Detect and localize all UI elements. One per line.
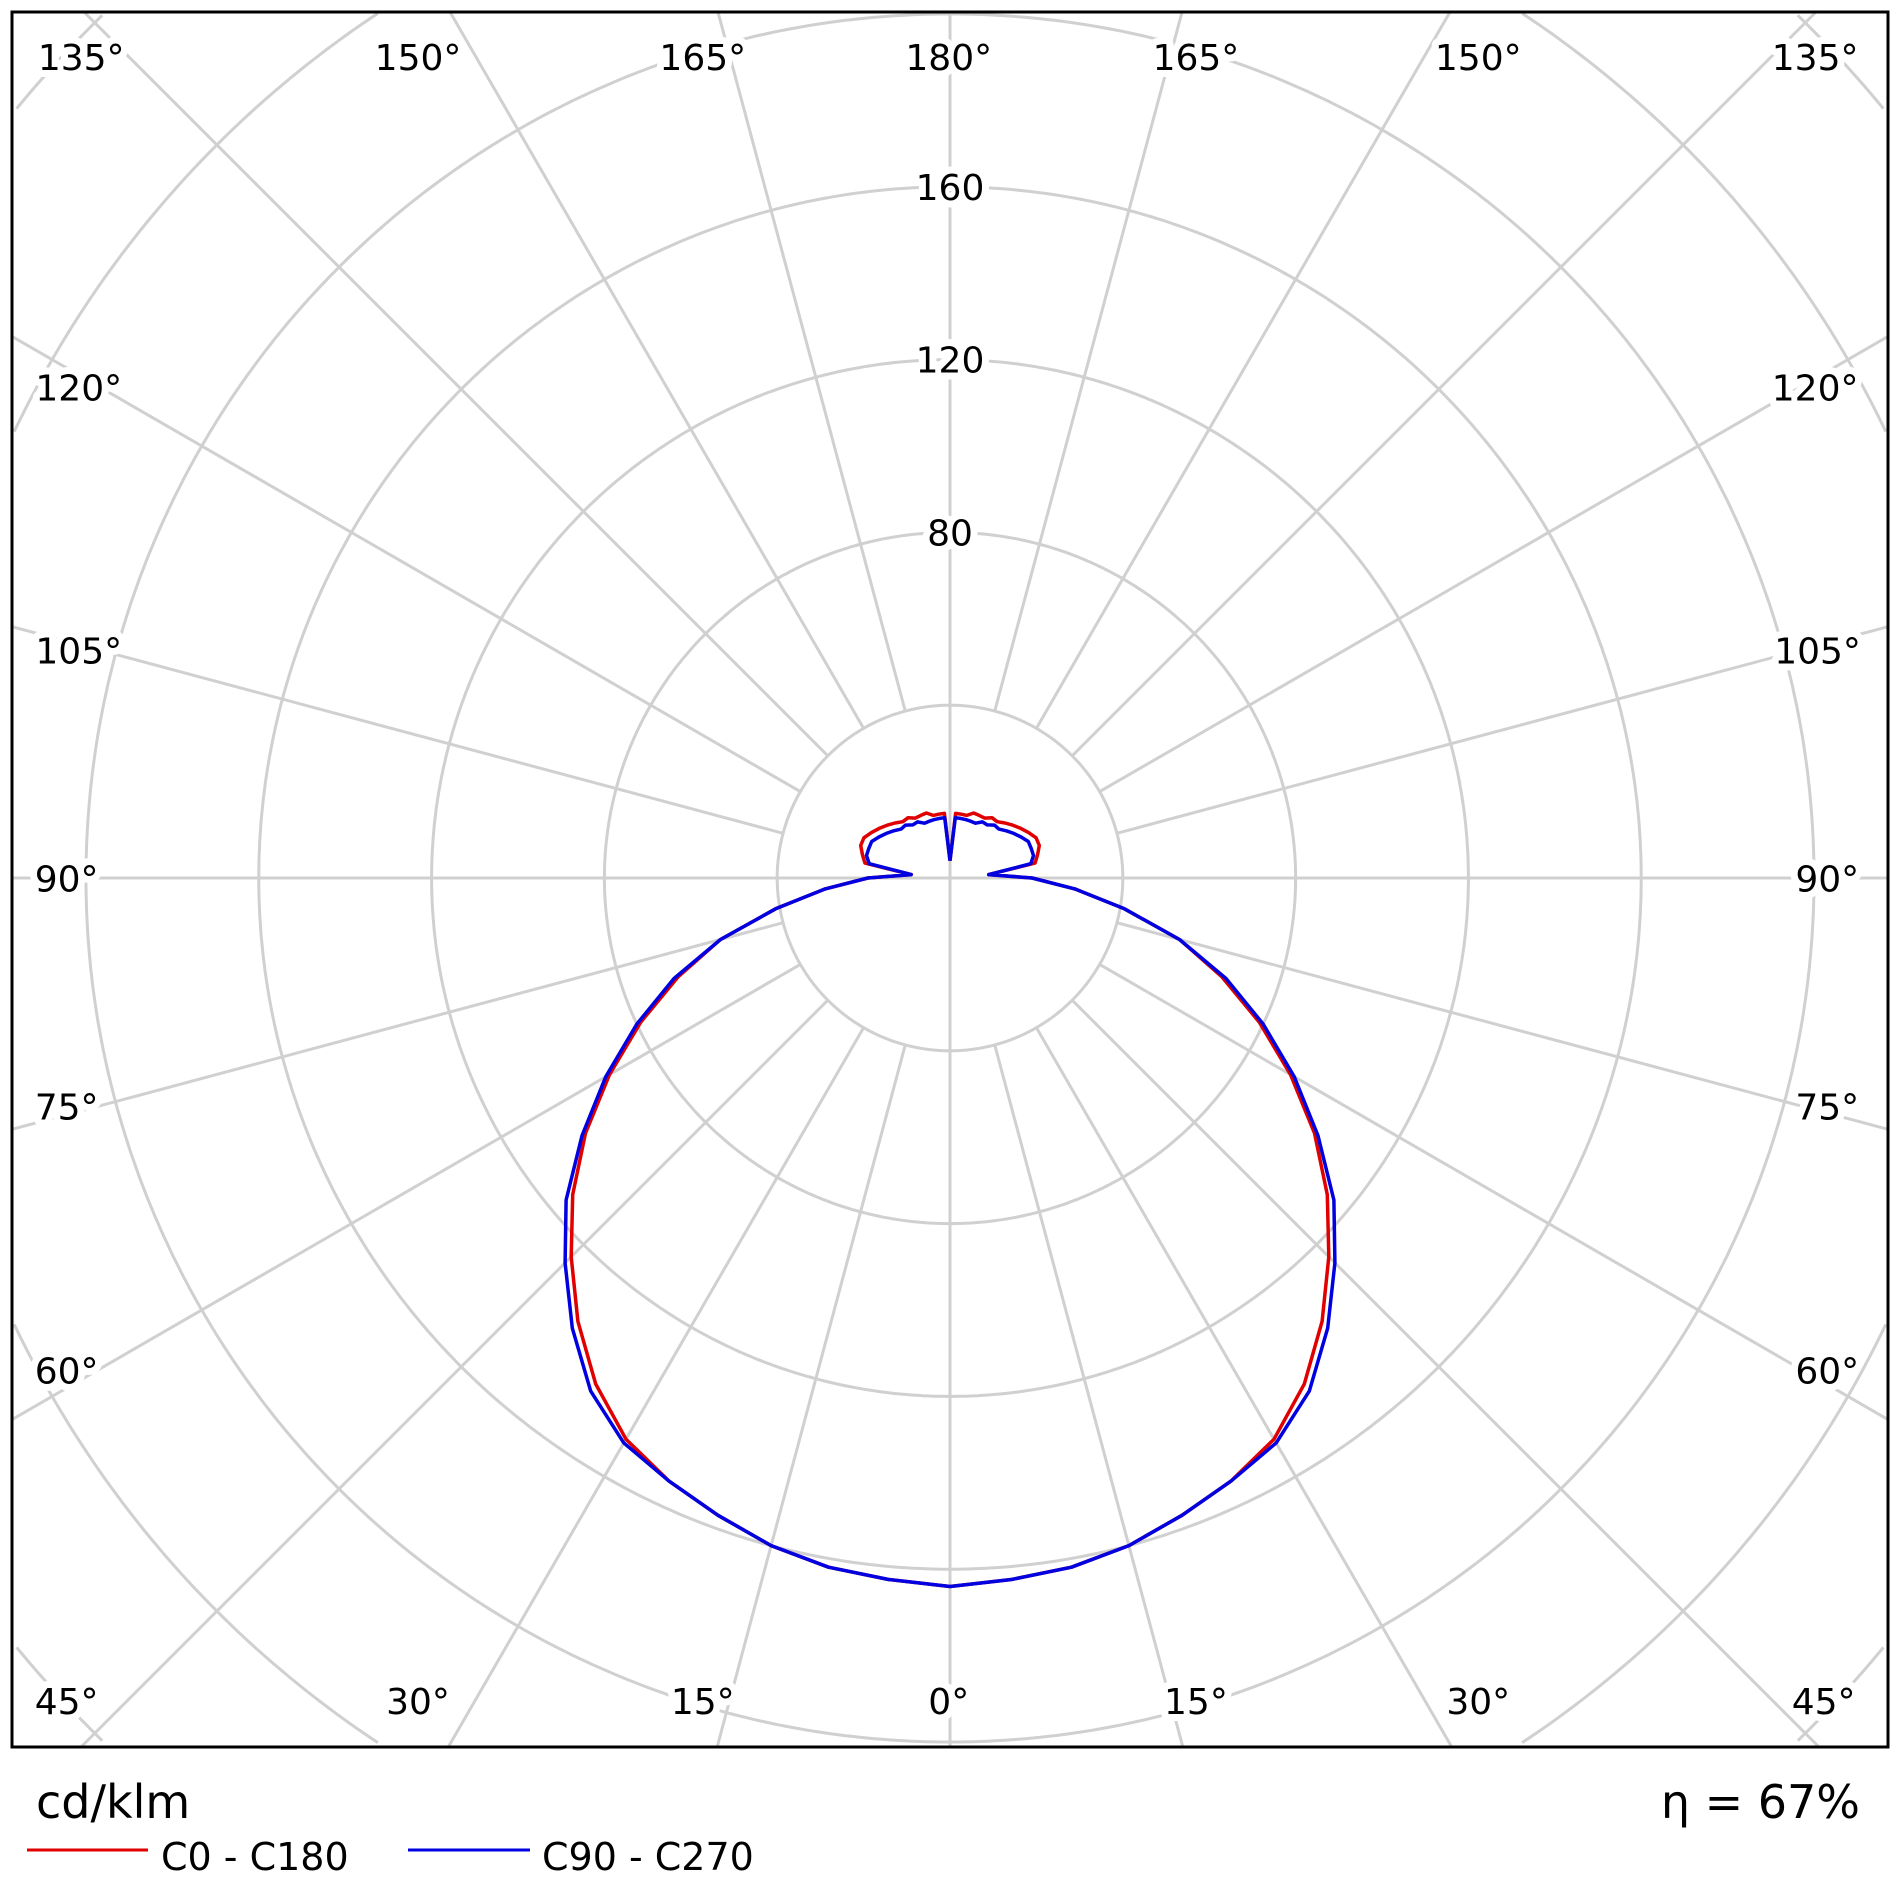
angle-label-bottom: 30° bbox=[386, 1682, 450, 1723]
angle-label-right: 105° bbox=[1774, 632, 1861, 673]
grid-spoke bbox=[446, 1026, 865, 1748]
grid-spoke bbox=[79, 999, 829, 1749]
grid bbox=[11, 10, 1889, 1749]
curves bbox=[563, 811, 1337, 1589]
grid-spoke bbox=[1098, 335, 1889, 793]
grid-spoke bbox=[993, 1044, 1185, 1748]
angle-label-bottom: 0° bbox=[928, 1682, 969, 1723]
angle-label-left: 120° bbox=[35, 369, 122, 410]
grid-spoke bbox=[82, 10, 829, 757]
grid-spoke bbox=[1098, 963, 1889, 1421]
grid-spoke bbox=[1071, 999, 1821, 1749]
angle-label-top: 180° bbox=[905, 38, 992, 79]
grid-spoke bbox=[1071, 10, 1818, 757]
angle-label-right: 75° bbox=[1795, 1087, 1859, 1128]
grid-spoke bbox=[11, 335, 802, 793]
grid-spoke bbox=[716, 11, 907, 712]
grid-spoke bbox=[1116, 625, 1889, 835]
grid-ring-280 bbox=[15, 14, 1885, 1742]
labels: 80 120 160 135° 150° 165° 180° 165° 150° 135° 120°… bbox=[28, 31, 1868, 1730]
grid-spoke bbox=[11, 625, 784, 835]
angle-label-top: 165° bbox=[659, 38, 746, 79]
grid-spoke bbox=[11, 921, 784, 1131]
angle-label-left: 75° bbox=[35, 1087, 99, 1128]
angle-label-top: 135° bbox=[38, 38, 125, 79]
grid-spoke bbox=[715, 1044, 907, 1748]
angle-label-left: 105° bbox=[35, 632, 122, 673]
angle-label-right: 120° bbox=[1772, 369, 1859, 410]
angle-label-top: 165° bbox=[1153, 38, 1240, 79]
angle-label-bottom: 15° bbox=[671, 1682, 735, 1723]
grid-spoke bbox=[11, 963, 802, 1421]
plot-frame bbox=[10, 10, 1890, 1749]
radial-tick-label: 120 bbox=[916, 341, 985, 382]
grid-spoke bbox=[1035, 11, 1452, 730]
efficiency-label: η = 67% bbox=[1661, 1775, 1860, 1829]
series-line-1 bbox=[563, 816, 1337, 1589]
angle-label-bottom: 15° bbox=[1164, 1682, 1228, 1723]
radial-tick-label: 80 bbox=[927, 513, 973, 554]
legend-label-c90: C90 - C270 bbox=[542, 1835, 754, 1879]
grid-ring-240 bbox=[12, 12, 1888, 1744]
unit-label: cd/klm bbox=[36, 1775, 190, 1829]
angle-label-right: 60° bbox=[1795, 1351, 1859, 1392]
grid-spoke bbox=[993, 11, 1184, 712]
angle-label-left: 60° bbox=[35, 1351, 99, 1392]
legend-label-c0: C0 - C180 bbox=[161, 1835, 349, 1879]
angle-label-right: 45° bbox=[1792, 1682, 1856, 1723]
angle-label-right: 90° bbox=[1795, 859, 1859, 900]
angle-label-left: 90° bbox=[35, 859, 99, 900]
angle-label-top: 150° bbox=[1435, 38, 1522, 79]
angle-label-left: 45° bbox=[35, 1682, 99, 1723]
grid-spoke bbox=[1116, 921, 1889, 1131]
radial-tick-label: 160 bbox=[916, 168, 985, 209]
grid-spoke bbox=[1035, 1026, 1454, 1748]
angle-label-bottom: 30° bbox=[1446, 1682, 1510, 1723]
angle-label-top: 150° bbox=[375, 38, 462, 79]
grid-spoke bbox=[448, 11, 865, 730]
angle-label-top: 135° bbox=[1772, 38, 1859, 79]
